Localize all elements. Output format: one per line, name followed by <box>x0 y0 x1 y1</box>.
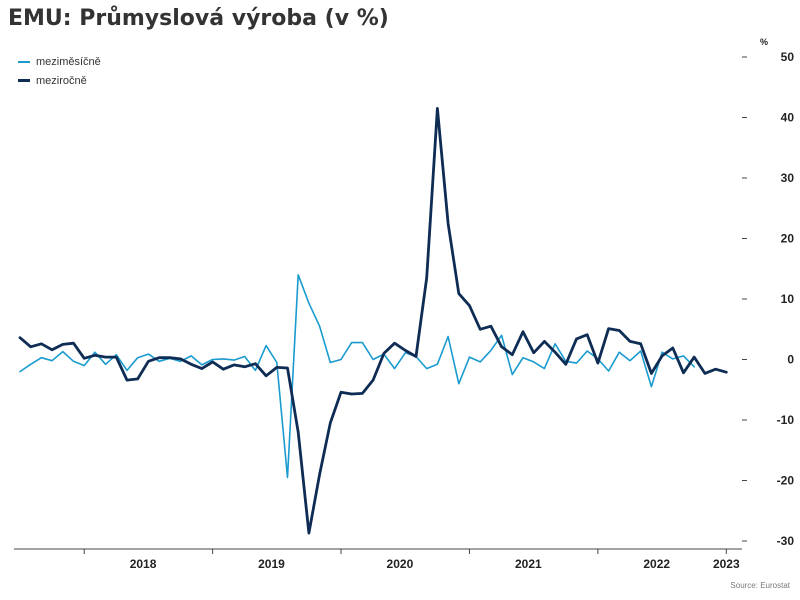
y-tick-label-50: 50 <box>781 50 795 64</box>
x-tick-label-2022: 2022 <box>643 557 670 571</box>
legend-item-mom[interactable]: meziměsíčně <box>18 52 101 71</box>
y-tick-label--30: -30 <box>777 534 795 548</box>
y-tick-label--10: -10 <box>777 413 795 427</box>
y-tick-label--20: -20 <box>777 474 795 488</box>
y-axis-unit: % <box>760 37 768 47</box>
legend-swatch-mom <box>18 60 30 63</box>
chart-title: EMU: Průmyslová výroba (v %) <box>8 6 389 31</box>
legend-item-yoy[interactable]: meziročně <box>18 71 101 90</box>
source-note: Source: Eurostat <box>730 581 790 590</box>
x-tick-label-2019: 2019 <box>258 557 285 571</box>
series-line-yoy <box>18 107 728 535</box>
x-tick-label-2021: 2021 <box>515 557 542 571</box>
x-tick-label-2023: 2023 <box>713 557 740 571</box>
y-tick-label-0: 0 <box>787 353 794 367</box>
x-tick-label-2018: 2018 <box>130 557 157 571</box>
y-tick-label-40: 40 <box>781 111 795 125</box>
legend-label-mom: meziměsíčně <box>36 55 101 68</box>
axes: 2018 2019 2020 2021 2022 2023 50 40 30 20 10 0 -10 -2… <box>14 37 794 571</box>
series-line-mom <box>19 273 696 479</box>
y-tick-label-10: 10 <box>781 292 795 306</box>
series-layer <box>18 107 728 535</box>
legend: meziměsíčně meziročně <box>18 52 101 90</box>
legend-label-yoy: meziročně <box>36 74 87 87</box>
x-tick-label-2020: 2020 <box>387 557 414 571</box>
y-tick-label-30: 30 <box>781 171 795 185</box>
y-tick-label-20: 20 <box>781 232 795 246</box>
legend-swatch-yoy <box>18 79 30 82</box>
